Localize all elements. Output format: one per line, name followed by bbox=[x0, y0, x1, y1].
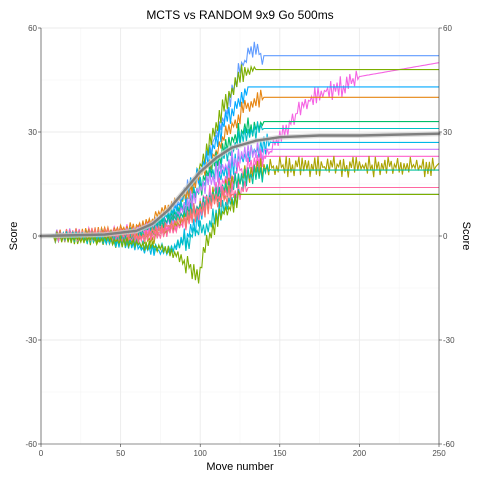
y-tick-label-right: 30 bbox=[443, 128, 452, 137]
y-axis-label: Score bbox=[8, 222, 20, 251]
y-tick-label-right: -30 bbox=[443, 336, 455, 345]
y-tick-label-left: 60 bbox=[28, 24, 37, 33]
y-tick-label-left: -60 bbox=[25, 440, 37, 449]
x-tick-label: 150 bbox=[273, 449, 287, 458]
x-tick-label: 50 bbox=[116, 449, 125, 458]
series-layer bbox=[38, 41, 442, 284]
x-tick-label: 100 bbox=[194, 449, 208, 458]
y-axis-label-right: Score bbox=[460, 222, 472, 251]
x-tick-label: 0 bbox=[39, 449, 44, 458]
y-tick-label-right: 0 bbox=[443, 232, 448, 241]
y-tick-label-left: 0 bbox=[33, 232, 38, 241]
x-tick-label: 200 bbox=[353, 449, 367, 458]
y-tick-label-left: 30 bbox=[28, 128, 37, 137]
chart-title: MCTS vs RANDOM 9x9 Go 500ms bbox=[146, 8, 333, 22]
y-tick-label-right: 60 bbox=[443, 24, 452, 33]
y-tick-label-right: -60 bbox=[443, 440, 455, 449]
y-tick-label-left: -30 bbox=[25, 336, 37, 345]
x-tick-label: 250 bbox=[432, 449, 446, 458]
trend-line bbox=[39, 132, 441, 238]
x-axis-label: Move number bbox=[206, 461, 274, 473]
